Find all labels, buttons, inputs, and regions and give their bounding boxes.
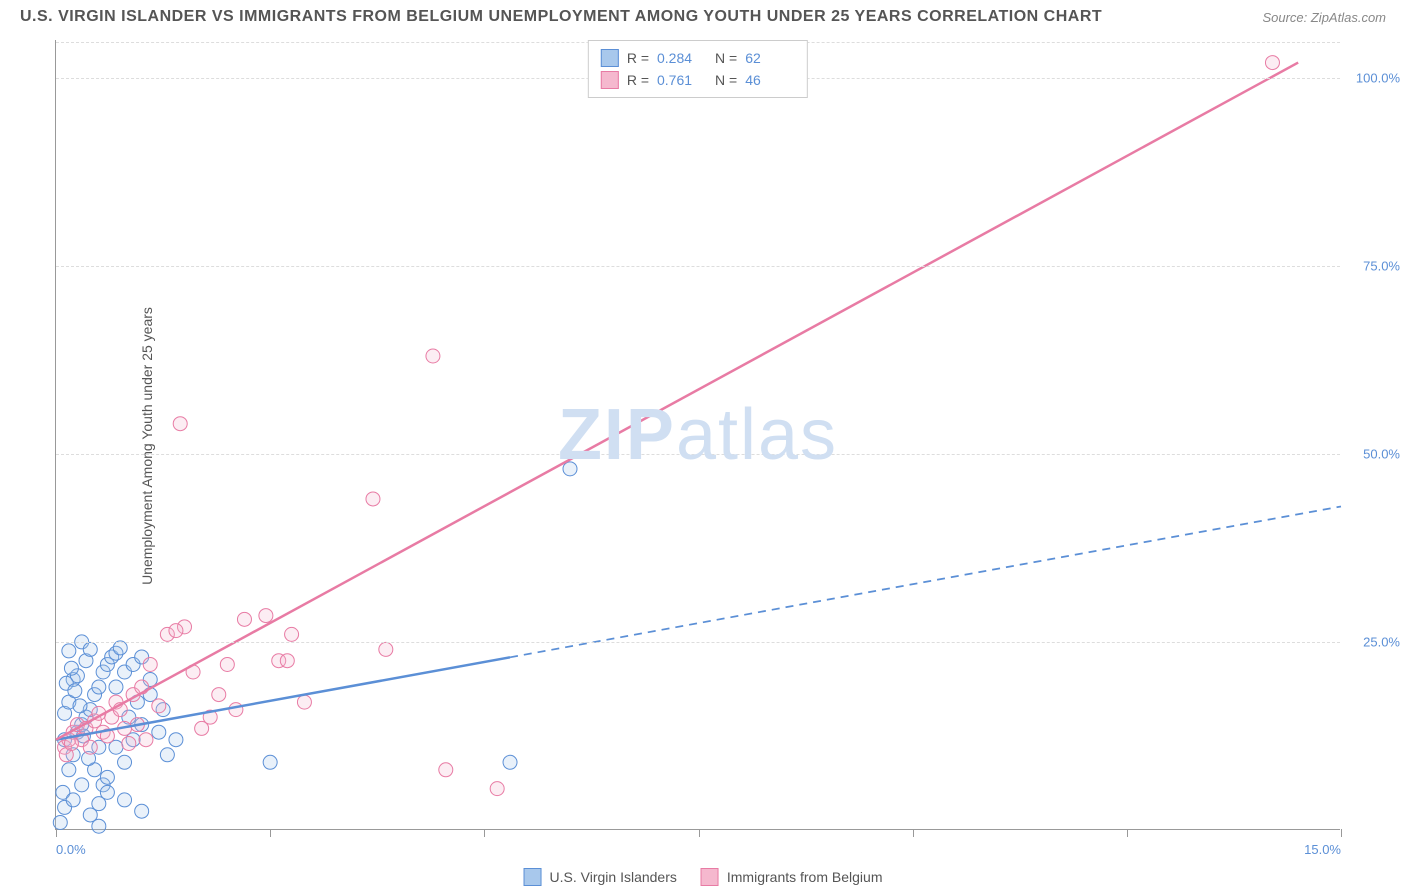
- legend-stats-row-belgium: R = 0.761 N = 46: [601, 69, 795, 91]
- data-point: [118, 793, 132, 807]
- data-point: [62, 763, 76, 777]
- y-tick-label: 100.0%: [1356, 70, 1400, 85]
- data-point: [280, 654, 294, 668]
- data-point: [366, 492, 380, 506]
- data-point: [135, 804, 149, 818]
- data-point: [169, 624, 183, 638]
- y-tick-label: 50.0%: [1363, 446, 1400, 461]
- data-point: [285, 627, 299, 641]
- data-point: [118, 755, 132, 769]
- stat-n-val-usvi: 62: [745, 50, 795, 66]
- data-point: [75, 778, 89, 792]
- data-point: [563, 462, 577, 476]
- trendline-dashed: [510, 506, 1341, 657]
- legend-label-belgium: Immigrants from Belgium: [727, 869, 883, 885]
- data-point: [152, 725, 166, 739]
- data-point: [143, 657, 157, 671]
- legend-stats-row-usvi: R = 0.284 N = 62: [601, 47, 795, 69]
- data-point: [53, 815, 67, 829]
- stat-r-label: R =: [627, 72, 649, 88]
- data-point: [152, 699, 166, 713]
- x-tick: [1127, 829, 1128, 837]
- data-point: [109, 680, 123, 694]
- legend-swatch-belgium: [701, 868, 719, 886]
- stat-n-val-belgium: 46: [745, 72, 795, 88]
- data-point: [64, 661, 78, 675]
- data-point: [83, 740, 97, 754]
- data-point: [212, 688, 226, 702]
- data-point: [220, 657, 234, 671]
- stat-n-label: N =: [715, 72, 737, 88]
- data-point: [503, 755, 517, 769]
- legend-bottom: U.S. Virgin Islanders Immigrants from Be…: [524, 868, 883, 886]
- data-point: [66, 793, 80, 807]
- data-point: [169, 733, 183, 747]
- data-point: [122, 736, 136, 750]
- legend-item-usvi: U.S. Virgin Islanders: [524, 868, 677, 886]
- x-tick: [484, 829, 485, 837]
- x-tick-label: 15.0%: [1304, 842, 1341, 857]
- legend-swatch-belgium: [601, 71, 619, 89]
- trendline: [56, 63, 1298, 740]
- gridline: [56, 454, 1340, 455]
- source-label: Source: ZipAtlas.com: [1262, 10, 1386, 25]
- plot-area: ZIPatlas R = 0.284 N = 62 R = 0.761 N = …: [55, 40, 1340, 830]
- data-point: [173, 417, 187, 431]
- data-point: [1265, 56, 1279, 70]
- data-point: [139, 733, 153, 747]
- data-point: [68, 684, 82, 698]
- legend-item-belgium: Immigrants from Belgium: [701, 868, 883, 886]
- x-tick: [913, 829, 914, 837]
- data-point: [92, 680, 106, 694]
- data-point: [73, 699, 87, 713]
- data-point: [259, 609, 273, 623]
- data-point: [92, 797, 106, 811]
- data-point: [83, 642, 97, 656]
- data-point: [237, 612, 251, 626]
- stat-r-label: R =: [627, 50, 649, 66]
- x-tick: [270, 829, 271, 837]
- data-point: [62, 644, 76, 658]
- data-point: [439, 763, 453, 777]
- x-tick: [699, 829, 700, 837]
- x-tick: [56, 829, 57, 837]
- gridline: [56, 642, 1340, 643]
- x-tick-label: 0.0%: [56, 842, 86, 857]
- y-tick-label: 75.0%: [1363, 258, 1400, 273]
- stat-r-val-usvi: 0.284: [657, 50, 707, 66]
- data-point: [426, 349, 440, 363]
- stat-n-label: N =: [715, 50, 737, 66]
- legend-label-usvi: U.S. Virgin Islanders: [550, 869, 677, 885]
- legend-swatch-usvi: [601, 49, 619, 67]
- data-point: [263, 755, 277, 769]
- title-bar: U.S. VIRGIN ISLANDER VS IMMIGRANTS FROM …: [20, 8, 1386, 26]
- chart-svg: [56, 40, 1340, 829]
- stat-r-val-belgium: 0.761: [657, 72, 707, 88]
- data-point: [297, 695, 311, 709]
- legend-stats: R = 0.284 N = 62 R = 0.761 N = 46: [588, 40, 808, 98]
- y-tick-label: 25.0%: [1363, 634, 1400, 649]
- chart-title: U.S. VIRGIN ISLANDER VS IMMIGRANTS FROM …: [20, 8, 1102, 26]
- data-point: [100, 770, 114, 784]
- data-point: [229, 703, 243, 717]
- data-point: [490, 782, 504, 796]
- data-point: [160, 748, 174, 762]
- x-tick: [1341, 829, 1342, 837]
- gridline: [56, 266, 1340, 267]
- data-point: [379, 642, 393, 656]
- legend-swatch-usvi: [524, 868, 542, 886]
- data-point: [113, 641, 127, 655]
